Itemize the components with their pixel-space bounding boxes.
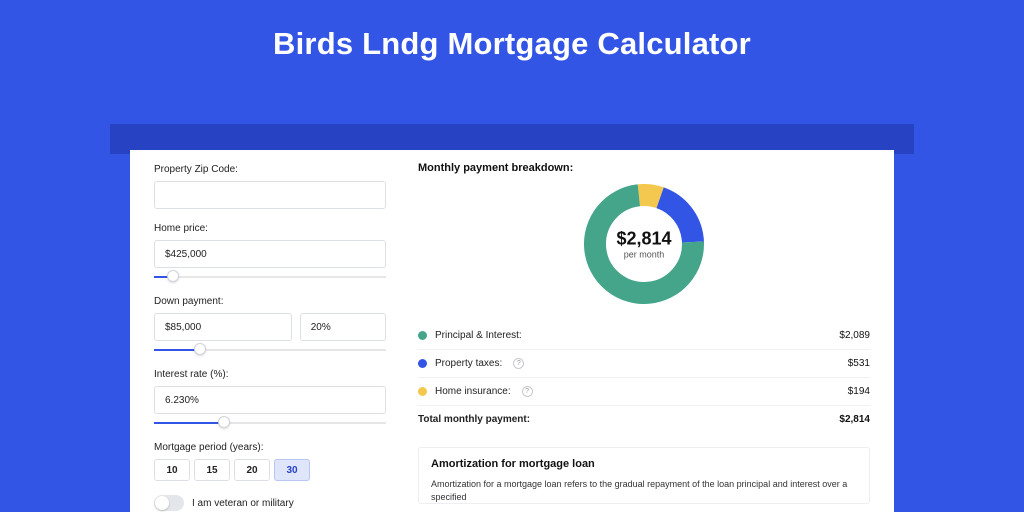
legend-dot (418, 331, 427, 340)
breakdown-rows: Principal & Interest: $2,089 Property taxe… (418, 322, 870, 433)
amortization-card: Amortization for mortgage loan Amortizat… (418, 447, 870, 504)
breakdown-label: Home insurance: (435, 386, 511, 397)
home-price-slider[interactable] (154, 272, 386, 282)
donut-center: $2,814 per month (616, 229, 671, 260)
down-payment-input[interactable] (154, 313, 292, 341)
donut-amount: $2,814 (616, 229, 671, 250)
period-button-15[interactable]: 15 (194, 459, 230, 481)
breakdown-row-ins: Home insurance:? $194 (418, 377, 870, 405)
page-title: Birds Lndg Mortgage Calculator (0, 0, 1024, 62)
home-price-label: Home price: (154, 223, 386, 234)
zip-input[interactable] (154, 181, 386, 209)
home-price-row: Home price: (154, 223, 386, 282)
breakdown-value: $194 (848, 386, 870, 397)
zip-row: Property Zip Code: (154, 164, 386, 209)
down-payment-row: Down payment: (154, 296, 386, 355)
interest-rate-label: Interest rate (%): (154, 369, 386, 380)
interest-rate-input[interactable] (154, 386, 386, 414)
info-icon[interactable]: ? (513, 358, 524, 369)
breakdown-title: Monthly payment breakdown: (418, 162, 870, 174)
breakdown-value: $531 (848, 358, 870, 369)
veteran-toggle[interactable] (154, 495, 184, 511)
amortization-text: Amortization for a mortgage loan refers … (431, 478, 857, 503)
zip-label: Property Zip Code: (154, 164, 386, 175)
period-label: Mortgage period (years): (154, 442, 386, 453)
page-root: Birds Lndg Mortgage Calculator Property … (0, 0, 1024, 512)
breakdown-label: Property taxes: (435, 358, 502, 369)
legend-dot (418, 387, 427, 396)
slider-track (154, 276, 386, 278)
breakdown-row-pi: Principal & Interest: $2,089 (418, 322, 870, 349)
period-button-20[interactable]: 20 (234, 459, 270, 481)
period-button-30[interactable]: 30 (274, 459, 310, 481)
legend-dot (418, 359, 427, 368)
breakdown-row-tax: Property taxes:? $531 (418, 349, 870, 377)
down-payment-slider[interactable] (154, 345, 386, 355)
breakdown-row-total: Total monthly payment: $2,814 (418, 405, 870, 433)
period-row: Mortgage period (years): 10152030 (154, 442, 386, 481)
slider-fill (154, 422, 224, 424)
total-value: $2,814 (839, 414, 870, 425)
donut-sub: per month (616, 250, 671, 260)
interest-rate-slider[interactable] (154, 418, 386, 428)
down-payment-label: Down payment: (154, 296, 386, 307)
breakdown-value: $2,089 (839, 330, 870, 341)
breakdown-panel: Monthly payment breakdown: $2,814 per mo… (410, 150, 894, 512)
veteran-row: I am veteran or military (154, 495, 386, 511)
down-payment-pct-input[interactable] (300, 313, 386, 341)
slider-thumb[interactable] (194, 343, 206, 355)
slider-thumb[interactable] (218, 416, 230, 428)
total-label: Total monthly payment: (418, 414, 530, 425)
calculator-card: Property Zip Code: Home price: Down paym… (130, 150, 894, 512)
toggle-knob (155, 496, 169, 510)
form-panel: Property Zip Code: Home price: Down paym… (130, 150, 410, 512)
amortization-title: Amortization for mortgage loan (431, 458, 857, 470)
home-price-input[interactable] (154, 240, 386, 268)
breakdown-label: Principal & Interest: (435, 330, 522, 341)
info-icon[interactable]: ? (522, 386, 533, 397)
slider-thumb[interactable] (167, 270, 179, 282)
donut-chart: $2,814 per month (418, 184, 870, 304)
interest-rate-row: Interest rate (%): (154, 369, 386, 428)
period-button-10[interactable]: 10 (154, 459, 190, 481)
veteran-label: I am veteran or military (192, 498, 294, 509)
